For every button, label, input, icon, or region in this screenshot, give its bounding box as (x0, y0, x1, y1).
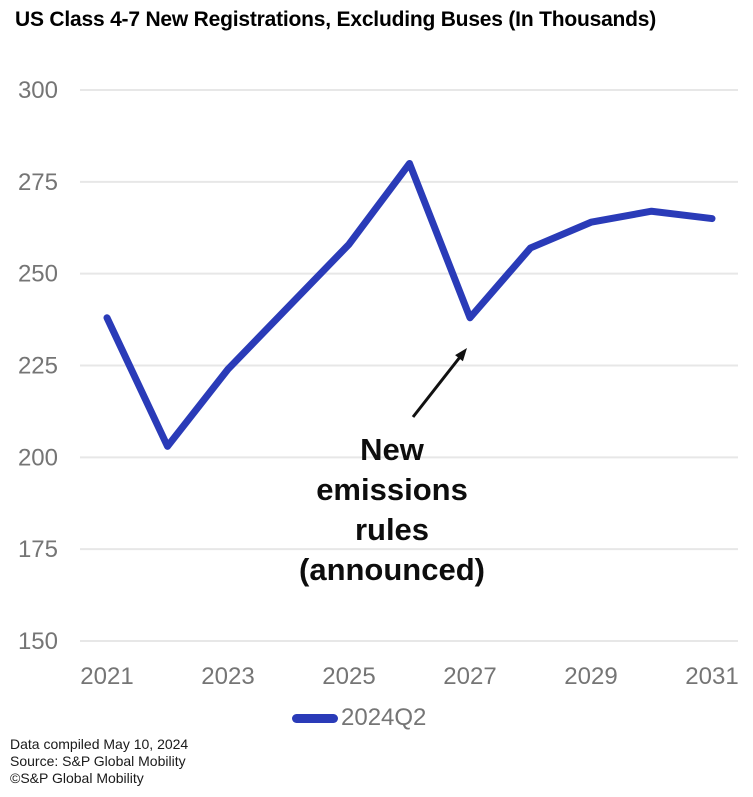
y-tick-label: 200 (18, 444, 58, 471)
source-footer: Data compiled May 10, 2024 Source: S&P G… (10, 736, 188, 787)
y-tick-label: 225 (18, 353, 58, 380)
annotation-line: New (360, 432, 424, 467)
x-tick-label: 2031 (685, 663, 738, 690)
annotation-line: (announced) (299, 552, 485, 587)
footer-source: Source: S&P Global Mobility (10, 753, 186, 769)
y-tick-label: 300 (18, 77, 58, 104)
footer-copyright: ©S&P Global Mobility (10, 770, 144, 786)
annotation-line: rules (354, 512, 430, 547)
y-tick-label: 175 (18, 536, 58, 563)
y-tick-label: 275 (18, 169, 58, 196)
x-tick-label: 2025 (322, 663, 375, 690)
x-tick-label: 2021 (80, 663, 133, 690)
footer-compiled-date: Data compiled May 10, 2024 (10, 736, 189, 752)
legend-line-swatch (292, 713, 338, 723)
annotation-new-emissions-rules: New emissions rules (announced) (278, 430, 506, 590)
legend-label: 2024Q2 (341, 704, 427, 731)
data-line-2024q2 (103, 159, 716, 450)
legend: 2024Q2 (292, 704, 426, 732)
x-tick-label: 2029 (564, 663, 617, 690)
line-chart: 300 275 250 225 200 175 150 2021 2023 2025 2027 202… (18, 77, 739, 690)
x-tick-label: 2023 (201, 663, 254, 690)
y-tick-label: 150 (18, 628, 58, 655)
annotation-line: emissions (316, 472, 468, 507)
chart-title: US Class 4-7 New Registrations, Excludin… (15, 8, 657, 31)
x-tick-label: 2027 (443, 663, 496, 690)
annotation-arrow-icon (411, 348, 467, 418)
y-tick-label: 250 (18, 261, 58, 288)
